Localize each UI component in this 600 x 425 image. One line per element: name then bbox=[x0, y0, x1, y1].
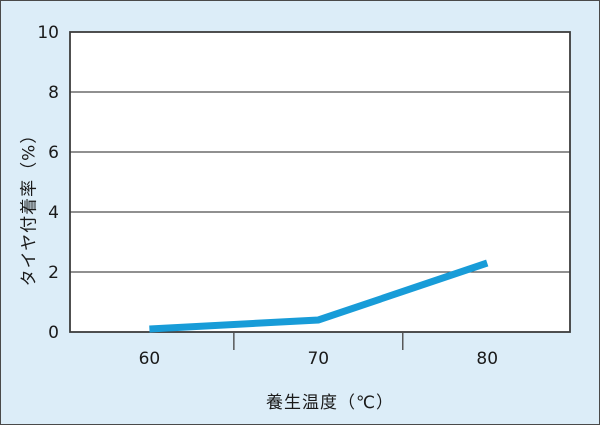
plot-area bbox=[69, 31, 570, 332]
y-tick-label: 10 bbox=[37, 23, 59, 43]
y-tick-label: 0 bbox=[48, 323, 59, 343]
x-tick-label: 80 bbox=[476, 349, 498, 369]
y-tick-label: 8 bbox=[48, 83, 59, 103]
x-axis-title: 養生温度（℃） bbox=[265, 393, 395, 413]
y-axis-title: タイヤ付着率（%） bbox=[19, 125, 40, 287]
y-tick-label: 4 bbox=[48, 203, 59, 223]
x-tick-label: 70 bbox=[307, 349, 329, 369]
y-tick-label: 2 bbox=[48, 263, 59, 283]
data-series-line bbox=[148, 259, 488, 332]
x-tick-label: 60 bbox=[138, 349, 160, 369]
y-tick-label: 6 bbox=[48, 143, 59, 163]
plot-border bbox=[68, 30, 571, 333]
